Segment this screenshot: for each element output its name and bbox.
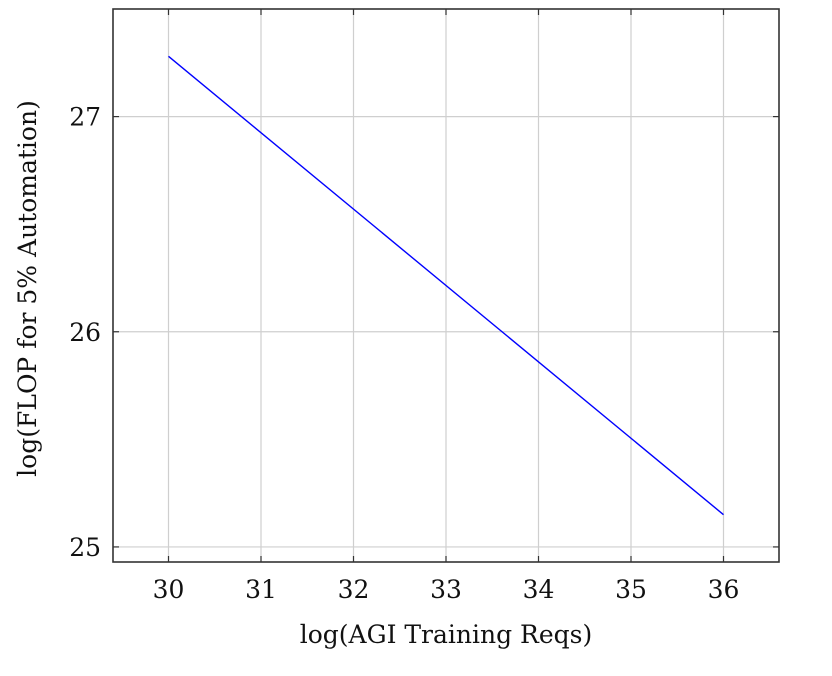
x-tick-label: 32 (338, 575, 370, 604)
x-axis-title: log(AGI Training Reqs) (300, 620, 593, 649)
y-axis-title: log(FLOP for 5% Automation) (13, 100, 42, 477)
y-tick-label: 25 (69, 533, 101, 562)
series-line (168, 55, 724, 516)
x-tick-label: 30 (153, 575, 185, 604)
series-layer (168, 55, 724, 516)
x-tick-label: 33 (430, 575, 462, 604)
y-tick-label: 27 (69, 103, 101, 132)
x-tick-label: 35 (615, 575, 647, 604)
y-tick-label: 26 (69, 318, 101, 347)
x-tick-label: 36 (708, 575, 740, 604)
x-tick-label: 31 (245, 575, 277, 604)
x-tick-label: 34 (523, 575, 555, 604)
grid (113, 9, 779, 562)
ticks (113, 9, 779, 562)
tick-labels: 30 31 32 33 34 35 36 25 26 27 (69, 103, 739, 604)
